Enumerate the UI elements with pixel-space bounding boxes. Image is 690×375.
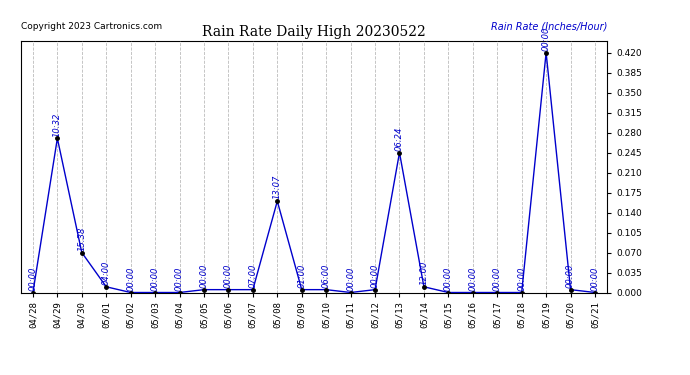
Text: 10:32: 10:32 [53,112,62,136]
Text: 00:00: 00:00 [591,266,600,291]
Text: 01:00: 01:00 [297,264,306,288]
Text: 06:00: 06:00 [322,264,331,288]
Text: 06:24: 06:24 [395,126,404,151]
Text: 15:38: 15:38 [77,226,86,251]
Title: Rain Rate Daily High 20230522: Rain Rate Daily High 20230522 [202,25,426,39]
Text: 00:00: 00:00 [28,266,37,291]
Text: 12:00: 12:00 [420,261,428,285]
Text: 04:00: 04:00 [101,261,110,285]
Text: 00:00: 00:00 [199,264,208,288]
Text: 00:00: 00:00 [346,266,355,291]
Text: 00:00: 00:00 [224,264,233,288]
Text: Rain Rate (Inches/Hour): Rain Rate (Inches/Hour) [491,21,607,31]
Text: 13:07: 13:07 [273,175,282,200]
Text: Copyright 2023 Cartronics.com: Copyright 2023 Cartronics.com [21,22,162,31]
Text: 00:00: 00:00 [371,264,380,288]
Text: 00:00: 00:00 [126,266,135,291]
Text: 00:00: 00:00 [518,266,526,291]
Text: 00:00: 00:00 [444,266,453,291]
Text: 00:00: 00:00 [150,266,159,291]
Text: 00:00: 00:00 [542,27,551,51]
Text: 00:00: 00:00 [469,266,477,291]
Text: 00:00: 00:00 [493,266,502,291]
Text: 00:00: 00:00 [566,264,575,288]
Text: 07:00: 07:00 [248,264,257,288]
Text: 00:00: 00:00 [175,266,184,291]
